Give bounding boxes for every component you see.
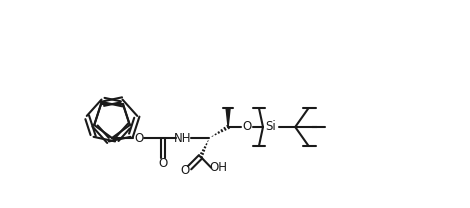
Text: NH: NH bbox=[174, 131, 191, 145]
Polygon shape bbox=[226, 108, 230, 127]
Text: O: O bbox=[242, 120, 251, 134]
Text: Si: Si bbox=[266, 120, 276, 134]
Text: O: O bbox=[158, 157, 167, 170]
Text: O: O bbox=[134, 131, 143, 145]
Text: OH: OH bbox=[209, 161, 227, 174]
Text: O: O bbox=[180, 164, 189, 177]
